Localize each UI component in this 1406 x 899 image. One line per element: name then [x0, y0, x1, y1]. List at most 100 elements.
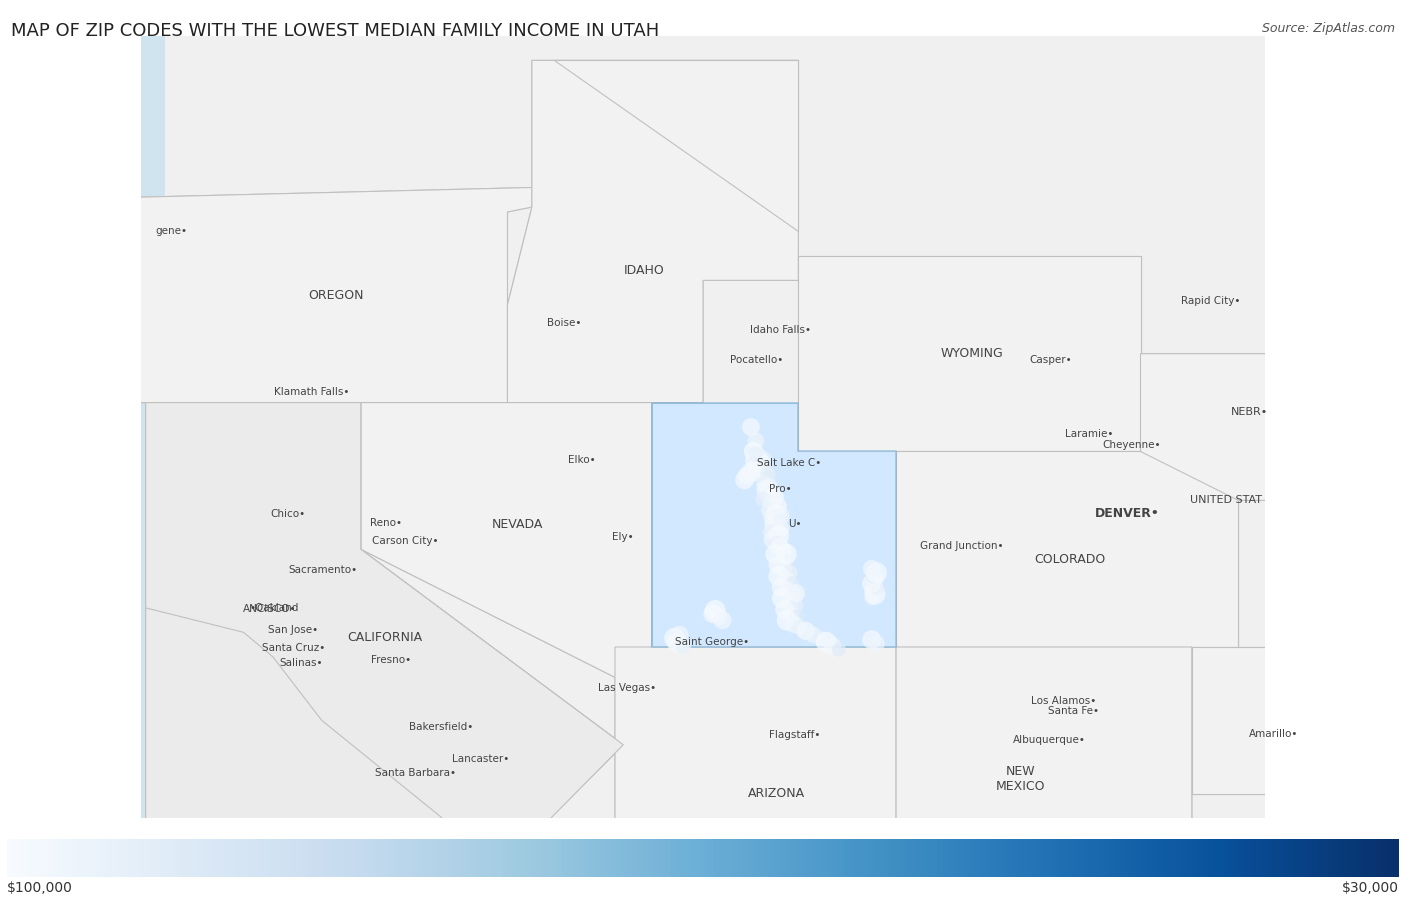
Text: ANCISCO•: ANCISCO•: [242, 604, 297, 614]
Text: Salt Lake C•: Salt Lake C•: [758, 458, 821, 468]
Polygon shape: [361, 403, 651, 696]
Text: ARIZONA: ARIZONA: [748, 788, 804, 800]
Text: Casper•: Casper•: [1029, 355, 1073, 365]
Point: [860, 562, 883, 576]
Point: [747, 449, 769, 463]
Point: [779, 565, 801, 580]
Polygon shape: [1192, 647, 1339, 794]
Point: [768, 569, 790, 583]
Point: [754, 460, 776, 475]
Polygon shape: [614, 647, 896, 899]
Point: [761, 485, 783, 499]
Point: [763, 547, 786, 561]
Text: Santa Fe•: Santa Fe•: [1047, 706, 1099, 716]
Point: [761, 495, 783, 510]
Polygon shape: [146, 403, 623, 867]
Point: [740, 420, 762, 434]
Point: [744, 453, 766, 467]
Point: [821, 639, 844, 654]
Point: [704, 603, 727, 618]
Polygon shape: [614, 647, 896, 899]
Text: Chico•: Chico•: [271, 509, 307, 519]
Point: [745, 447, 768, 461]
Text: Sacramento•: Sacramento•: [288, 565, 357, 574]
Text: NEVADA: NEVADA: [492, 519, 543, 531]
Text: Albuquerque•: Albuquerque•: [1014, 735, 1087, 745]
Point: [702, 607, 724, 621]
Polygon shape: [799, 256, 1140, 451]
Point: [778, 583, 800, 598]
Polygon shape: [136, 188, 531, 403]
Polygon shape: [136, 188, 531, 403]
Polygon shape: [896, 451, 1239, 647]
Text: Boise•: Boise•: [547, 318, 581, 328]
Polygon shape: [651, 403, 896, 647]
Point: [758, 479, 780, 494]
Text: Source: ZipAtlas.com: Source: ZipAtlas.com: [1261, 22, 1395, 35]
Point: [758, 503, 780, 517]
Text: DENVER•: DENVER•: [1095, 506, 1160, 520]
Polygon shape: [896, 451, 1239, 647]
Text: WYOMING: WYOMING: [941, 347, 1004, 360]
Text: Klamath Falls•: Klamath Falls•: [274, 387, 349, 396]
Text: gene•: gene•: [156, 226, 187, 236]
Point: [779, 595, 801, 610]
Polygon shape: [1140, 353, 1406, 501]
Point: [742, 444, 765, 458]
Polygon shape: [799, 256, 1140, 451]
Point: [780, 606, 803, 620]
Point: [765, 507, 787, 521]
Polygon shape: [651, 403, 896, 647]
Point: [776, 613, 799, 628]
Text: Fresno•: Fresno•: [371, 654, 411, 664]
Text: Bakersfield•: Bakersfield•: [409, 722, 472, 732]
Point: [768, 529, 790, 543]
Point: [758, 469, 780, 484]
Polygon shape: [146, 403, 623, 867]
Point: [775, 547, 797, 561]
Point: [766, 499, 789, 513]
Point: [762, 518, 785, 532]
Point: [664, 631, 686, 645]
Point: [741, 465, 763, 479]
Point: [770, 580, 793, 594]
Point: [749, 455, 772, 469]
Text: Las Vegas•: Las Vegas•: [599, 682, 657, 692]
Point: [707, 610, 730, 624]
Point: [772, 562, 794, 576]
Point: [770, 521, 793, 536]
Polygon shape: [1140, 353, 1406, 501]
Point: [755, 482, 778, 496]
Polygon shape: [508, 60, 799, 403]
Polygon shape: [554, 60, 799, 231]
Point: [769, 539, 792, 554]
Point: [787, 620, 810, 635]
Point: [765, 536, 787, 550]
Text: San Jose•: San Jose•: [269, 626, 319, 636]
Text: Los Alamos•: Los Alamos•: [1031, 696, 1095, 707]
Point: [770, 551, 793, 565]
Polygon shape: [146, 403, 623, 867]
Point: [745, 433, 768, 448]
Point: [785, 598, 807, 612]
Point: [669, 637, 692, 652]
Point: [745, 457, 768, 471]
Point: [761, 511, 783, 525]
Point: [748, 458, 770, 472]
Polygon shape: [508, 60, 799, 403]
Point: [794, 624, 817, 638]
Point: [863, 573, 886, 587]
Point: [860, 633, 883, 647]
Point: [761, 532, 783, 547]
Point: [786, 610, 808, 624]
Text: U•: U•: [789, 519, 801, 529]
Text: Elko•: Elko•: [568, 455, 596, 465]
Text: Amarillo•: Amarillo•: [1249, 729, 1298, 739]
Point: [862, 583, 884, 598]
Text: Flagstaff•: Flagstaff•: [769, 730, 820, 740]
Point: [762, 489, 785, 503]
Text: COLORADO: COLORADO: [1033, 553, 1105, 565]
Point: [759, 525, 782, 539]
Point: [756, 487, 779, 502]
Text: UNITED STAT: UNITED STAT: [1189, 495, 1263, 505]
